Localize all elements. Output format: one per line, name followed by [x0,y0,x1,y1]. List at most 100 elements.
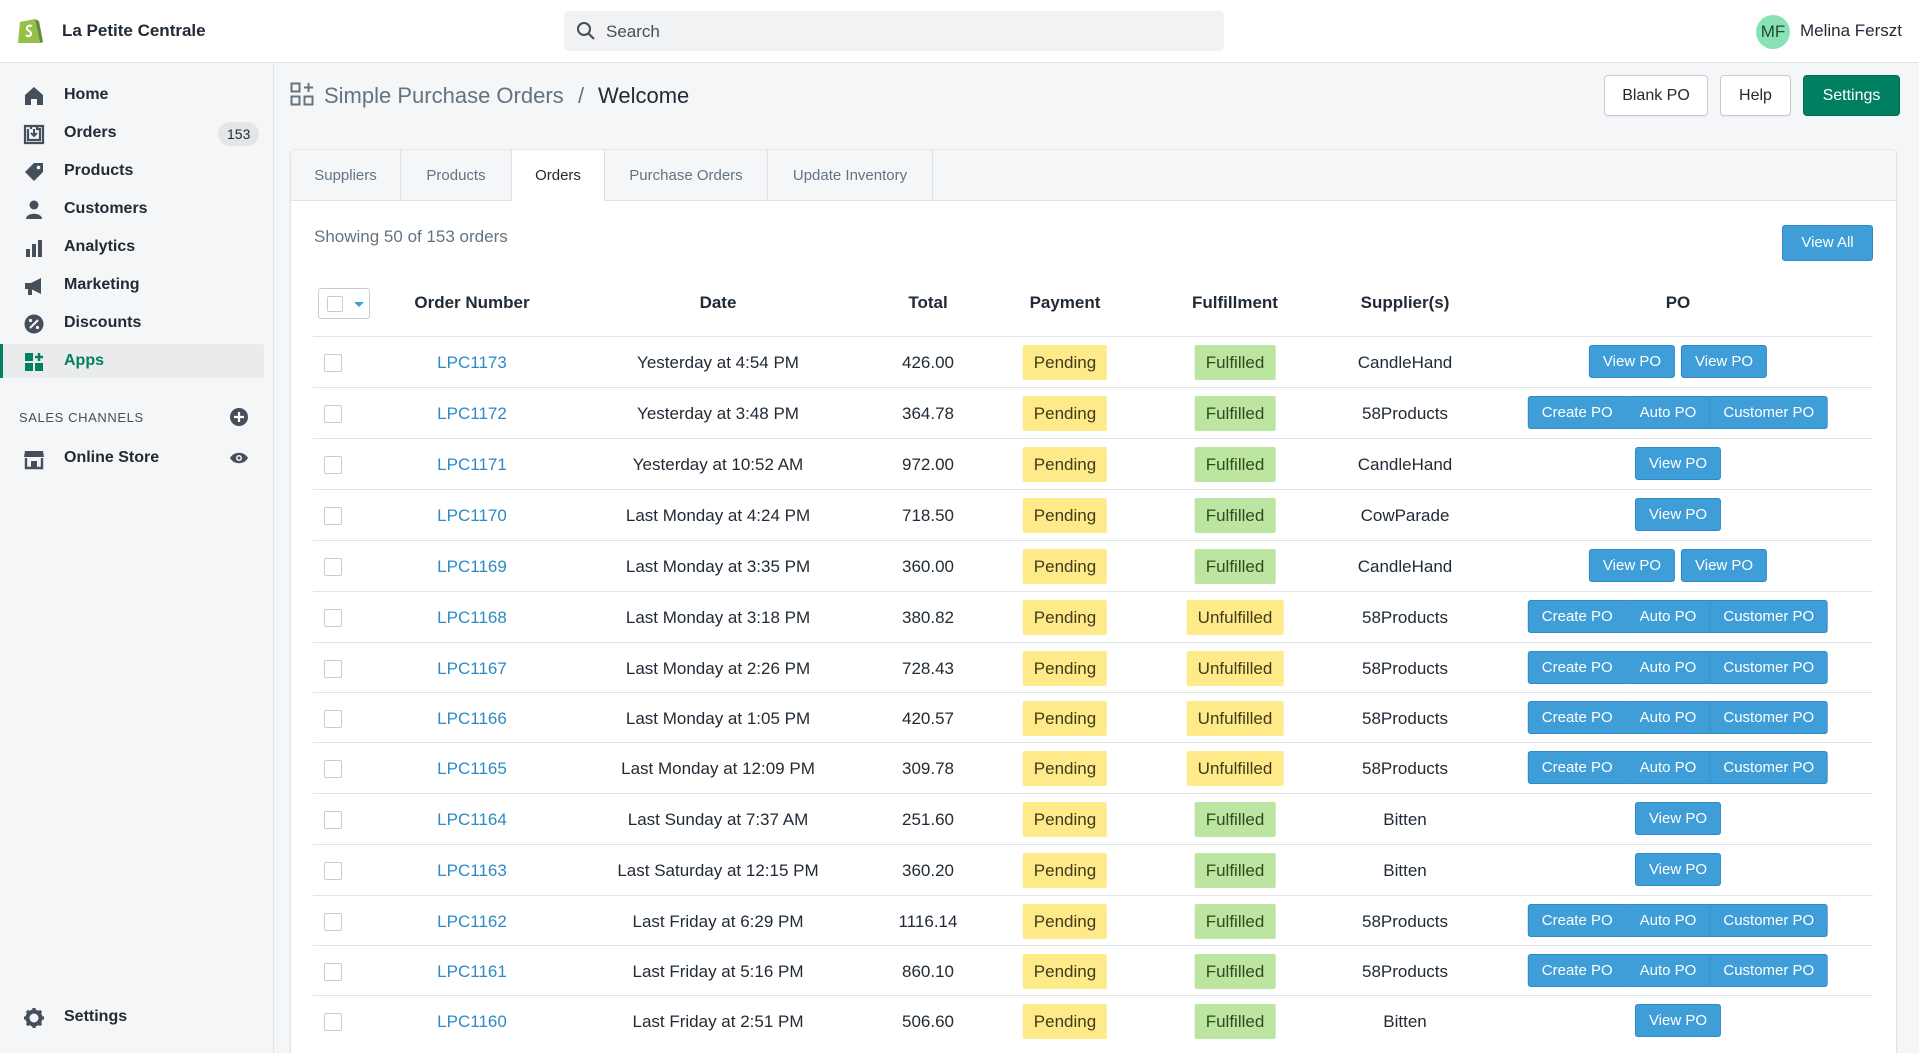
select-all-dropdown[interactable] [318,288,370,319]
order-number-link[interactable]: LPC1165 [437,759,507,778]
row-checkbox[interactable] [324,1013,342,1031]
row-checkbox[interactable] [324,354,342,372]
settings-button[interactable]: Settings [1803,75,1900,116]
search-input[interactable]: Search [606,22,660,41]
order-number-link[interactable]: LPC1162 [437,912,507,931]
sidebar-item-analytics[interactable]: Analytics [0,230,264,264]
column-header-order-number[interactable]: Order Number [414,293,530,312]
sidebar-item-products[interactable]: Products [0,154,264,188]
row-checkbox[interactable] [324,507,342,525]
order-number-link[interactable]: LPC1163 [437,861,507,880]
customer-po-button[interactable]: Customer PO [1710,701,1829,734]
order-number-link[interactable]: LPC1170 [437,506,507,525]
create-po-button[interactable]: Create PO [1527,396,1627,429]
auto-po-button[interactable]: Auto PO [1626,701,1711,734]
column-header-date[interactable]: Date [699,293,737,312]
row-checkbox[interactable] [324,456,342,474]
search-bar[interactable]: Search [564,11,1224,51]
customer-po-button[interactable]: Customer PO [1710,904,1829,937]
blank-po-button[interactable]: Blank PO [1604,75,1708,116]
order-total: 360.20 [902,861,954,880]
view-all-button[interactable]: View All [1782,225,1873,261]
sidebar-item-settings[interactable]: Settings [0,1000,264,1034]
sidebar-item-customers[interactable]: Customers [0,192,264,226]
view-po-button[interactable]: View PO [1681,345,1768,378]
create-po-button[interactable]: Create PO [1527,600,1627,633]
tab-products[interactable]: Products [401,150,512,201]
create-po-button[interactable]: Create PO [1527,651,1627,684]
sidebar-item-online-store[interactable]: Online Store [0,441,264,475]
sidebar-item-home[interactable]: Home [0,78,264,112]
view-po-button[interactable]: View PO [1634,447,1722,480]
auto-po-button[interactable]: Auto PO [1626,600,1711,633]
column-header-payment[interactable]: Payment [1029,293,1101,312]
customer-po-button[interactable]: Customer PO [1710,751,1829,784]
order-number-link[interactable]: LPC1166 [437,709,507,728]
avatar[interactable]: MF [1756,15,1790,49]
order-number-link[interactable]: LPC1160 [437,1012,507,1031]
create-po-button[interactable]: Create PO [1527,701,1627,734]
view-po-button[interactable]: View PO [1588,549,1675,582]
tab-update-inventory[interactable]: Update Inventory [768,150,933,201]
order-number-link[interactable]: LPC1173 [437,353,507,372]
user-name[interactable]: Melina Ferszt [1800,21,1903,40]
chevron-down-icon[interactable] [354,302,364,307]
sidebar-item-apps[interactable]: Apps [0,344,264,378]
payment-status-badge: Pending [1022,1004,1108,1039]
row-checkbox[interactable] [324,405,342,423]
auto-po-button[interactable]: Auto PO [1626,904,1711,937]
sidebar-item-marketing[interactable]: Marketing [0,268,264,302]
view-po-button[interactable]: View PO [1634,802,1722,835]
create-po-button[interactable]: Create PO [1527,751,1627,784]
view-po-button[interactable]: View PO [1681,549,1768,582]
tab-suppliers[interactable]: Suppliers [291,150,401,201]
row-checkbox[interactable] [324,760,342,778]
tab-orders[interactable]: Orders [512,150,605,202]
help-button[interactable]: Help [1720,75,1791,116]
customer-po-button[interactable]: Customer PO [1710,600,1829,633]
sidebar-item-discounts[interactable]: Discounts [0,306,264,340]
supplier-name: CowParade [1360,506,1450,525]
sidebar-item-orders[interactable]: Orders 153 [0,116,264,150]
order-number-link[interactable]: LPC1172 [437,404,507,423]
row-checkbox[interactable] [324,811,342,829]
order-number-link[interactable]: LPC1161 [437,962,507,981]
row-checkbox[interactable] [324,558,342,576]
auto-po-button[interactable]: Auto PO [1626,651,1711,684]
breadcrumb-app-name[interactable]: Simple Purchase Orders [324,83,564,108]
shopify-logo-icon[interactable] [16,14,44,46]
auto-po-button[interactable]: Auto PO [1626,954,1711,987]
tab-purchase-orders[interactable]: Purchase Orders [605,150,768,201]
column-header-fulfillment[interactable]: Fulfillment [1192,293,1278,312]
view-po-button[interactable]: View PO [1634,1004,1722,1037]
column-header-suppliers[interactable]: Supplier(s) [1360,293,1450,312]
order-number-link[interactable]: LPC1168 [437,608,507,627]
view-po-button[interactable]: View PO [1588,345,1675,378]
column-header-po[interactable]: PO [1665,293,1691,312]
order-number-link[interactable]: LPC1171 [437,455,507,474]
row-checkbox[interactable] [324,710,342,728]
create-po-button[interactable]: Create PO [1527,954,1627,987]
row-checkbox[interactable] [324,963,342,981]
customer-po-button[interactable]: Customer PO [1710,954,1829,987]
view-store-eye-icon[interactable] [229,448,249,468]
view-po-button[interactable]: View PO [1634,853,1722,886]
shop-name[interactable]: La Petite Centrale [62,21,206,40]
column-header-total[interactable]: Total [908,293,948,312]
select-all-checkbox[interactable] [327,296,343,312]
row-checkbox[interactable] [324,913,342,931]
row-checkbox[interactable] [324,862,342,880]
create-po-button[interactable]: Create PO [1527,904,1627,937]
auto-po-button[interactable]: Auto PO [1626,751,1711,784]
customer-po-button[interactable]: Customer PO [1710,651,1829,684]
row-checkbox[interactable] [324,609,342,627]
auto-po-button[interactable]: Auto PO [1626,396,1711,429]
order-number-link[interactable]: LPC1167 [437,659,507,678]
add-sales-channel-icon[interactable] [229,407,249,427]
customer-po-button[interactable]: Customer PO [1710,396,1829,429]
order-number-link[interactable]: LPC1169 [437,557,507,576]
view-po-button[interactable]: View PO [1634,498,1722,531]
order-number-link[interactable]: LPC1164 [437,810,507,829]
row-checkbox[interactable] [324,660,342,678]
sidebar-item-label: Settings [64,1008,128,1025]
